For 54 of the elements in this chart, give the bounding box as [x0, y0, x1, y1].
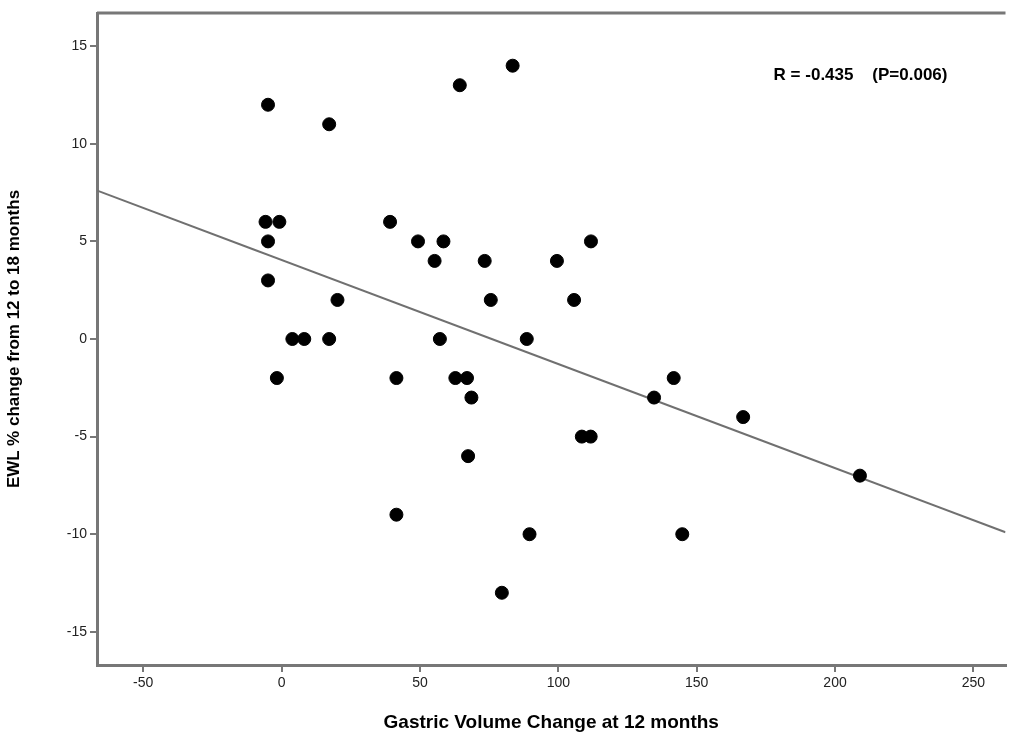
- point: [322, 117, 337, 132]
- point: [461, 449, 476, 464]
- point: [411, 234, 426, 249]
- point: [261, 234, 276, 249]
- point: [505, 58, 520, 73]
- point: [736, 410, 751, 425]
- y-tick-label: -5: [74, 427, 88, 444]
- x-tick-label: 200: [823, 674, 847, 691]
- x-tick-label: 250: [961, 674, 986, 691]
- point: [258, 214, 273, 229]
- y-axis-title: EWL % change from 12 to 18 months: [3, 189, 23, 489]
- point: [549, 253, 564, 268]
- point: [567, 292, 582, 307]
- annotation: R = -0.435 (P=0.006): [773, 64, 948, 84]
- x-tick-label: 50: [412, 674, 428, 691]
- point: [464, 390, 479, 405]
- x-tick-label: 100: [546, 674, 571, 691]
- x-axis-title: Gastric Volume Change at 12 months: [383, 710, 719, 732]
- y-tick-label: 0: [79, 329, 88, 346]
- point: [330, 292, 345, 307]
- point: [436, 234, 451, 249]
- x-tick-label: 150: [684, 674, 709, 691]
- point: [322, 332, 337, 346]
- y-tick-label: 15: [71, 37, 88, 54]
- point: [261, 273, 276, 288]
- x-tick-label: 0: [277, 674, 286, 691]
- point: [519, 332, 534, 346]
- point: [261, 97, 276, 112]
- y-tick-label: -10: [66, 525, 88, 542]
- point: [389, 371, 404, 386]
- point: [272, 214, 287, 229]
- point: [448, 371, 463, 386]
- point: [675, 527, 690, 542]
- point: [285, 332, 300, 346]
- point: [432, 332, 447, 346]
- point: [583, 234, 598, 249]
- point: [269, 371, 284, 386]
- point: [494, 585, 509, 600]
- x-tick-label: -50: [133, 674, 154, 691]
- point: [297, 332, 312, 346]
- point: [383, 214, 398, 229]
- point: [389, 507, 404, 522]
- point: [427, 253, 442, 268]
- point: [647, 390, 662, 405]
- point: [666, 371, 681, 386]
- point: [522, 527, 537, 542]
- y-tick-label: -15: [66, 622, 88, 639]
- point: [477, 253, 492, 268]
- point: [459, 371, 474, 386]
- point: [452, 78, 467, 93]
- point: [483, 292, 498, 307]
- y-tick-label: 5: [79, 232, 88, 249]
- point: [852, 468, 867, 483]
- y-tick-label: 10: [71, 134, 88, 151]
